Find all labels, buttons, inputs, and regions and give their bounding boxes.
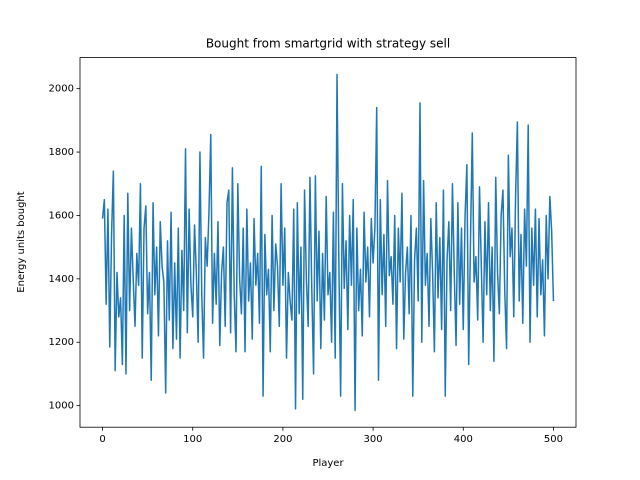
y-tick-label: 1600 [49, 210, 74, 221]
x-tick-label: 500 [544, 434, 563, 445]
data-line [101, 73, 555, 412]
x-tick-label: 300 [364, 434, 383, 445]
x-tick-label: 100 [183, 434, 202, 445]
y-tick-label: 1400 [49, 274, 74, 285]
chart-title: Bought from smartgrid with strategy sell [206, 37, 450, 51]
x-tick-label: 0 [99, 434, 105, 445]
x-tick-label: 400 [454, 434, 473, 445]
y-tick-label: 1800 [49, 147, 74, 158]
x-tick-label: 200 [273, 434, 292, 445]
y-tick-label: 1200 [49, 337, 74, 348]
x-axis-label: Player [312, 458, 344, 469]
y-tick-label: 1000 [49, 401, 74, 412]
axes-frame [79, 57, 577, 428]
y-tick-label: 2000 [49, 84, 74, 95]
y-axis-label: Energy units bought [16, 191, 27, 292]
